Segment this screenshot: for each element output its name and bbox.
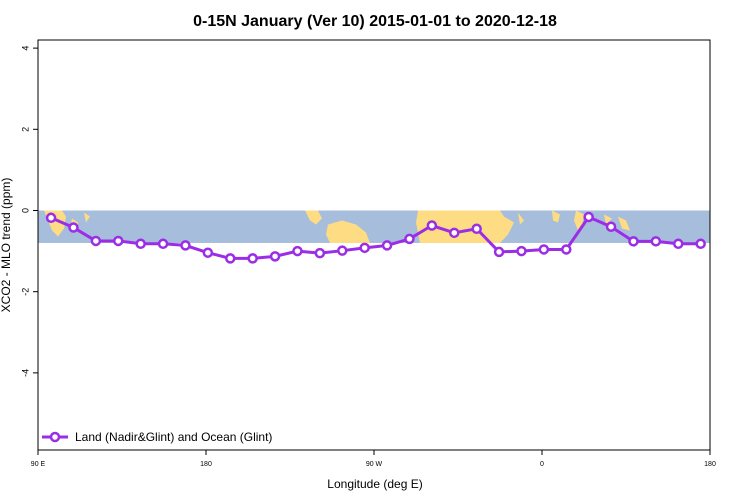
legend-entry-label: Land (Nadir&Glint) and Ocean (Glint) (75, 430, 272, 444)
data-point (426, 220, 438, 231)
land-mass (326, 220, 370, 243)
data-point (225, 253, 236, 264)
x-tick-label: 90 W (366, 461, 383, 468)
legend: Land (Nadir&Glint) and Ocean (Glint) (42, 430, 272, 444)
data-point (68, 222, 79, 233)
data-point (180, 240, 191, 251)
data-point (695, 238, 706, 250)
land-mass (518, 212, 524, 225)
data-point (337, 245, 348, 256)
data-point (583, 211, 594, 223)
x-axis: 90 E 180 90 W 0 180 (31, 450, 716, 468)
data-point (45, 212, 57, 224)
x-tick-label: 0 (540, 461, 544, 468)
data-point (113, 235, 124, 247)
data-point (628, 236, 639, 247)
legend-marker (49, 431, 61, 443)
x-tick-label: 90 E (31, 461, 46, 468)
y-axis: 4 2 0 -2 -4 (20, 46, 38, 377)
y-tick-label: 0 (20, 208, 30, 213)
data-point (471, 223, 482, 235)
map-band (38, 210, 710, 243)
land-mass (552, 210, 560, 223)
data-point (673, 238, 684, 250)
data-point (516, 245, 527, 257)
y-tick-label: -2 (20, 288, 30, 296)
data-point (269, 251, 281, 262)
land-mass (416, 210, 514, 243)
data-point (449, 227, 460, 239)
data-point (90, 235, 102, 247)
land-mass (84, 212, 90, 223)
x-tick-label: 180 (704, 461, 716, 468)
data-point (404, 233, 415, 245)
data-point (247, 253, 258, 264)
y-tick-label: -4 (20, 369, 30, 377)
y-axis-label: XCO2 - MLO trend (ppm) (0, 178, 13, 313)
series-layer (45, 211, 706, 264)
data-point (381, 240, 393, 251)
land-mass (618, 216, 630, 231)
chart-title: 0-15N January (Ver 10) 2015-01-01 to 202… (193, 13, 557, 30)
land-mass (305, 210, 322, 225)
land-mass (604, 214, 612, 225)
data-point (359, 242, 370, 254)
data-point (650, 236, 662, 247)
y-tick-label: 4 (20, 46, 30, 51)
x-tick-label: 180 (200, 461, 212, 468)
data-point (314, 247, 326, 259)
data-point (538, 244, 550, 255)
x-axis-label: Longitude (deg E) (327, 477, 422, 491)
data-point (135, 238, 146, 250)
data-point (561, 244, 572, 255)
y-tick-label: 2 (20, 127, 30, 132)
data-point (605, 221, 617, 232)
data-point (292, 245, 303, 257)
ocean-band (38, 210, 710, 243)
data-point (157, 238, 169, 250)
data-point (202, 247, 214, 258)
data-point (493, 246, 505, 258)
